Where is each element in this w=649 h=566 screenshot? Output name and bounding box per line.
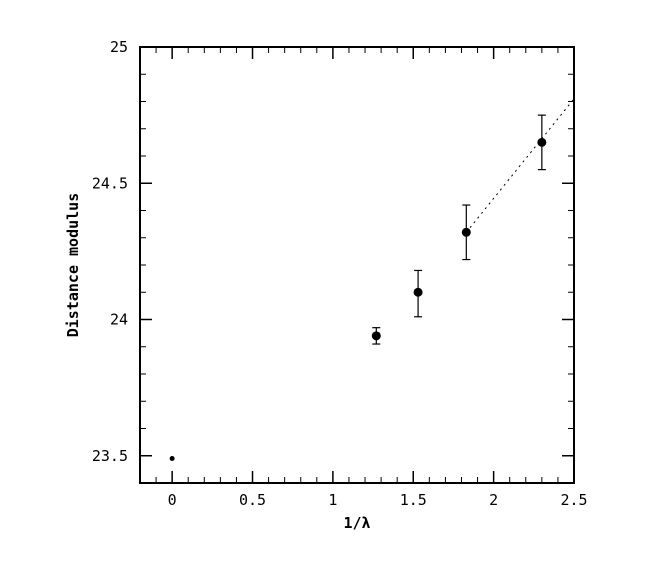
fit-line [465, 98, 575, 233]
plot-frame [139, 46, 575, 484]
y-tick-label: 24 [110, 311, 128, 329]
axis-ticks: 0 0.5 1 1.5 2 2.5 23.5 24 24.5 25 [92, 38, 588, 509]
y-axis-label: Distance modulus [64, 193, 82, 338]
x-axis-label: 1/λ [343, 514, 370, 532]
data-point [169, 455, 175, 461]
x-tick-label: 1.5 [400, 491, 427, 509]
x-tick-label: 0 [168, 491, 177, 509]
data-point [461, 227, 471, 237]
x-tick-label: 1 [328, 491, 337, 509]
y-tick-label: 24.5 [92, 174, 128, 192]
y-tick-label: 23.5 [92, 447, 128, 465]
x-tick-label: 2.5 [560, 491, 587, 509]
data-point [413, 287, 423, 297]
x-tick-label: 2 [489, 491, 498, 509]
data-point [537, 137, 547, 147]
y-tick-label: 25 [110, 38, 128, 56]
fit-line-group [465, 98, 575, 233]
data-points [169, 114, 547, 461]
data-point [371, 331, 381, 341]
x-tick-label: 0.5 [239, 491, 266, 509]
